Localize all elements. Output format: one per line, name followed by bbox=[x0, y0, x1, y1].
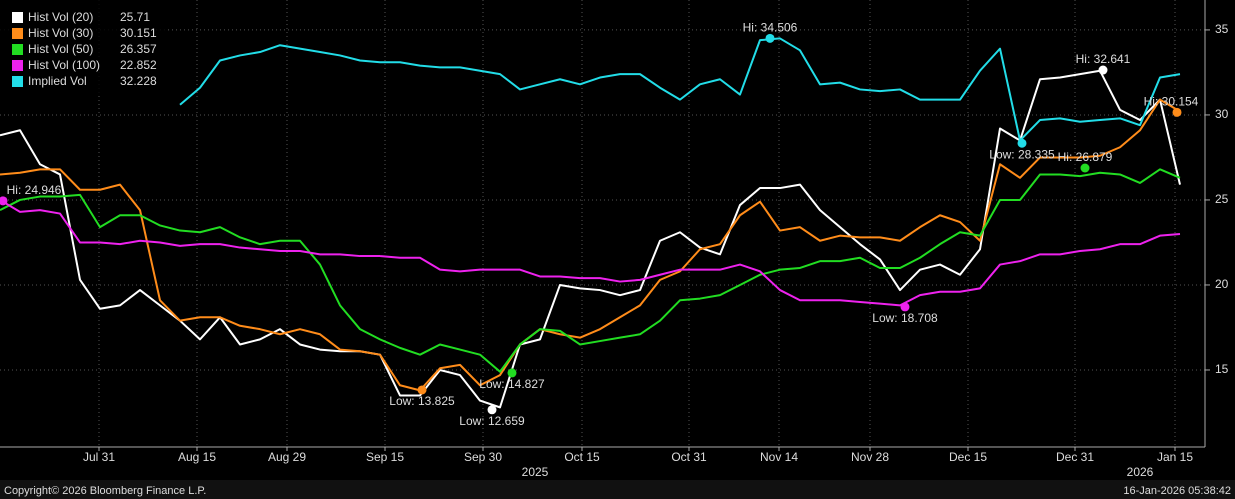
legend-box bbox=[0, 0, 166, 93]
extreme-marker bbox=[1017, 138, 1027, 148]
x-tick-label: Aug 15 bbox=[178, 450, 216, 464]
y-tick-label: 15 bbox=[1215, 362, 1229, 376]
extreme-label: Hi: 34.506 bbox=[743, 20, 798, 34]
legend-swatch bbox=[12, 60, 23, 71]
extreme-marker bbox=[417, 385, 427, 395]
extreme-label: Low: 14.827 bbox=[479, 377, 545, 391]
legend-value: 22.852 bbox=[120, 58, 157, 72]
y-tick-label: 30 bbox=[1215, 107, 1229, 121]
extreme-marker bbox=[1098, 65, 1108, 75]
x-tick-label: Aug 29 bbox=[268, 450, 306, 464]
x-tick-label: Sep 15 bbox=[366, 450, 404, 464]
legend-label: Implied Vol bbox=[28, 74, 87, 88]
legend-label: Hist Vol (50) bbox=[28, 42, 93, 56]
y-tick-label: 35 bbox=[1215, 22, 1229, 36]
extreme-marker bbox=[1172, 107, 1182, 117]
extreme-label: Hi: 32.641 bbox=[1076, 52, 1131, 66]
extreme-marker bbox=[507, 368, 517, 378]
x-tick-label: Sep 30 bbox=[464, 450, 502, 464]
footer-left: Copyright© 2026 Bloomberg Finance L.P. bbox=[4, 485, 206, 497]
x-tick-label: Nov 28 bbox=[851, 450, 889, 464]
extreme-marker bbox=[487, 405, 497, 415]
year-label: 2025 bbox=[522, 465, 549, 479]
series-line bbox=[0, 168, 1181, 373]
legend-label: Hist Vol (30) bbox=[28, 26, 93, 40]
legend-value: 26.357 bbox=[120, 42, 157, 56]
year-label: 2026 bbox=[1127, 465, 1154, 479]
x-tick-label: Nov 14 bbox=[760, 450, 798, 464]
x-tick-label: Jul 31 bbox=[83, 450, 115, 464]
legend-swatch bbox=[12, 76, 23, 87]
x-tick-label: Oct 15 bbox=[564, 450, 600, 464]
extreme-label: Low: 18.708 bbox=[872, 311, 938, 325]
legend-value: 30.151 bbox=[120, 26, 157, 40]
footer-band bbox=[0, 480, 1235, 499]
x-tick-label: Dec 15 bbox=[949, 450, 987, 464]
extreme-label: Hi: 26.879 bbox=[1058, 150, 1113, 164]
extreme-label: Low: 12.659 bbox=[459, 414, 525, 428]
extreme-label: Low: 13.825 bbox=[389, 394, 455, 408]
x-tick-label: Jan 15 bbox=[1157, 450, 1193, 464]
legend-label: Hist Vol (100) bbox=[28, 58, 100, 72]
extreme-marker bbox=[1080, 163, 1090, 173]
extreme-marker bbox=[0, 196, 8, 206]
series-line bbox=[0, 199, 1181, 307]
extreme-label: Hi: 24.946 bbox=[7, 183, 62, 197]
extreme-label: Low: 28.335 bbox=[989, 147, 1055, 161]
extreme-marker bbox=[900, 302, 910, 312]
legend-swatch bbox=[12, 44, 23, 55]
extreme-marker bbox=[765, 33, 775, 43]
x-tick-label: Dec 31 bbox=[1056, 450, 1094, 464]
footer-right: 16-Jan-2026 05:38:42 bbox=[1123, 485, 1231, 497]
legend-value: 25.71 bbox=[120, 10, 150, 24]
y-tick-label: 25 bbox=[1215, 192, 1229, 206]
legend-swatch bbox=[12, 12, 23, 23]
legend-label: Hist Vol (20) bbox=[28, 10, 93, 24]
y-tick-label: 20 bbox=[1215, 277, 1229, 291]
x-tick-label: Oct 31 bbox=[671, 450, 707, 464]
series-line bbox=[179, 37, 1181, 142]
extreme-label: Hi: 30.154 bbox=[1144, 94, 1199, 108]
legend-value: 32.228 bbox=[120, 74, 157, 88]
legend-swatch bbox=[12, 28, 23, 39]
